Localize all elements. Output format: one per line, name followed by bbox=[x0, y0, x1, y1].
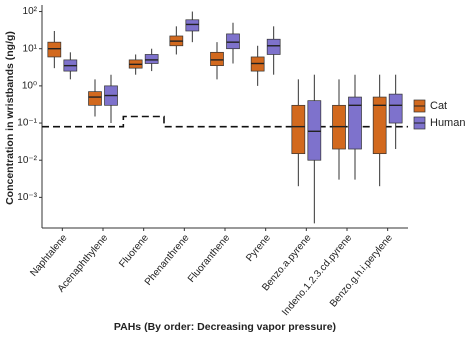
x-tick-label: Pyrene bbox=[244, 232, 273, 264]
y-tick-label: 10⁰ bbox=[22, 81, 37, 92]
legend-label: Cat bbox=[430, 100, 447, 112]
box bbox=[210, 51, 224, 67]
box bbox=[47, 41, 62, 58]
box bbox=[307, 100, 322, 161]
box bbox=[388, 93, 403, 124]
x-tick-label: Indeno.1.2.3.cd.pyrene bbox=[280, 232, 354, 318]
y-tick-label: 10¹ bbox=[23, 43, 38, 54]
y-tick-label: 10⁻² bbox=[17, 155, 37, 166]
x-tick-label: Fluoranthene bbox=[186, 232, 233, 285]
box bbox=[88, 91, 102, 106]
x-axis-title: PAHs (By order: Decreasing vapor pressur… bbox=[114, 321, 336, 333]
box bbox=[348, 96, 362, 150]
y-tick-label: 10² bbox=[23, 6, 38, 17]
x-tick-label: Naphtalene bbox=[28, 232, 70, 279]
x-tick-label: Fluorene bbox=[117, 232, 151, 270]
y-axis-title: Concentration in wristbands (ng/g) bbox=[4, 31, 16, 205]
y-tick-label: 10⁻³ bbox=[17, 192, 37, 203]
box bbox=[372, 96, 387, 155]
box bbox=[291, 104, 306, 155]
y-tick-label: 10⁻¹ bbox=[17, 118, 37, 129]
box bbox=[226, 33, 240, 50]
legend-label: Human bbox=[430, 117, 465, 129]
box bbox=[185, 19, 200, 32]
box bbox=[266, 38, 281, 55]
box bbox=[144, 54, 159, 64]
